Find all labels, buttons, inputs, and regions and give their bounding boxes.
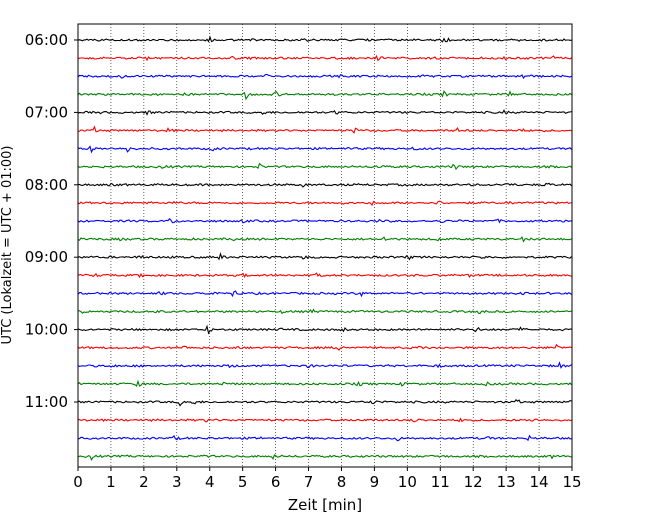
x-tick-label: 11 bbox=[431, 473, 450, 491]
y-tick-label: 10:00 bbox=[25, 321, 68, 339]
trace-1145 bbox=[77, 454, 572, 462]
y-tick-label: 11:00 bbox=[25, 393, 68, 411]
x-tick-label: 14 bbox=[530, 473, 549, 491]
x-tick-label: 13 bbox=[497, 473, 516, 491]
x-tick-label: 7 bbox=[304, 473, 314, 491]
x-tick-label: 5 bbox=[238, 473, 248, 491]
seismogram-traces bbox=[77, 35, 572, 462]
trace-0630 bbox=[77, 73, 572, 80]
x-grid bbox=[110, 24, 540, 467]
x-tick-label: 0 bbox=[73, 473, 83, 491]
plot-frame bbox=[77, 23, 573, 468]
trace-1130 bbox=[77, 434, 572, 442]
trace-0700 bbox=[77, 109, 572, 116]
trace-1045 bbox=[77, 379, 572, 387]
trace-0900 bbox=[77, 252, 572, 261]
trace-1030 bbox=[77, 361, 572, 369]
trace-0830 bbox=[77, 218, 572, 224]
y-tick-label: 08:00 bbox=[25, 176, 68, 194]
trace-0745 bbox=[77, 162, 572, 171]
trace-0815 bbox=[77, 200, 572, 207]
trace-0845 bbox=[77, 236, 572, 243]
plot-background bbox=[78, 24, 572, 467]
trace-0730 bbox=[77, 145, 572, 154]
trace-1100 bbox=[77, 398, 572, 407]
x-tick-label: 4 bbox=[205, 473, 215, 491]
y-tick-label: 07:00 bbox=[25, 103, 68, 121]
y-tick-label: 06:00 bbox=[25, 31, 68, 49]
trace-0615 bbox=[77, 54, 572, 62]
trace-0715 bbox=[77, 125, 572, 135]
x-tick-label: 10 bbox=[398, 473, 417, 491]
x-tick-label: 12 bbox=[464, 473, 483, 491]
trace-0645 bbox=[77, 90, 572, 101]
x-tick-label: 2 bbox=[139, 473, 149, 491]
trace-0800 bbox=[77, 182, 572, 188]
y-axis-label: UTC (Lokalzeit = UTC + 01:00) bbox=[0, 146, 15, 345]
trace-0945 bbox=[77, 308, 572, 315]
y-axis: 06:00 07:00 08:00 09:00 10:00 11:00 bbox=[25, 31, 78, 411]
trace-1115 bbox=[77, 417, 572, 423]
x-tick-label: 3 bbox=[172, 473, 182, 491]
x-tick-label: 1 bbox=[106, 473, 116, 491]
trace-1015 bbox=[77, 343, 572, 351]
x-axis: 0 1 2 3 4 5 6 7 8 9 10 11 12 13 14 15 bbox=[73, 467, 582, 491]
x-tick-label: 9 bbox=[370, 473, 380, 491]
x-axis-label: Zeit [min] bbox=[288, 496, 362, 514]
trace-0930 bbox=[77, 290, 572, 298]
x-tick-label: 8 bbox=[337, 473, 347, 491]
x-tick-label: 6 bbox=[271, 473, 281, 491]
trace-0915 bbox=[77, 272, 572, 279]
trace-0600 bbox=[77, 35, 572, 43]
y-tick-label: 09:00 bbox=[25, 248, 68, 266]
x-tick-label: 15 bbox=[562, 473, 581, 491]
trace-1000 bbox=[77, 324, 572, 335]
